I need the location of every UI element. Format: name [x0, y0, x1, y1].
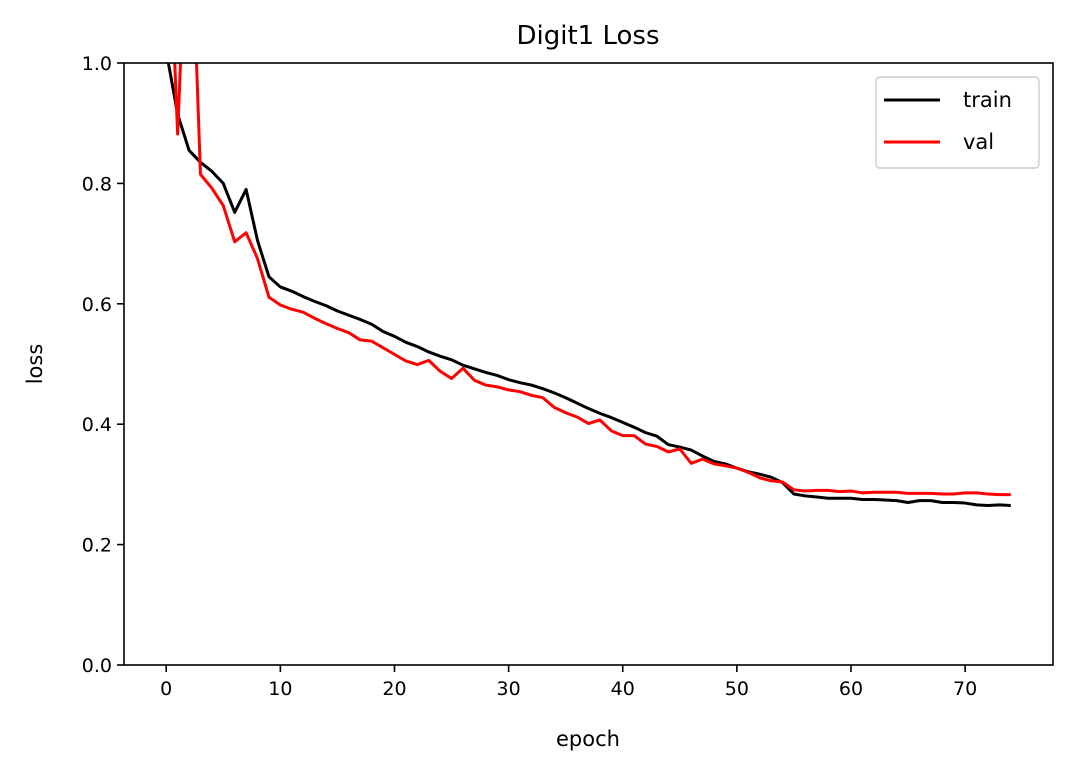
x-tick-label: 60	[839, 678, 863, 700]
y-tick-label: 1.0	[82, 53, 112, 75]
y-axis-label: loss	[23, 344, 47, 385]
y-tick-label: 0.2	[82, 535, 112, 557]
legend-label-val: val	[963, 130, 994, 154]
series-layer	[166, 63, 1011, 507]
legend-box	[875, 76, 1040, 169]
y-tick-label: 0.6	[82, 294, 112, 316]
x-tick-label: 40	[611, 678, 635, 700]
x-tick-label: 10	[268, 678, 292, 700]
x-tick-label: 70	[953, 678, 977, 700]
x-tick-label: 0	[160, 678, 172, 700]
series-line-train	[166, 63, 1011, 507]
y-tick-label: 0.4	[82, 414, 112, 436]
x-tick-label: 30	[497, 678, 521, 700]
x-axis-label: epoch	[556, 727, 620, 751]
legend: train val	[875, 76, 1040, 169]
y-tick-label: 0.0	[82, 655, 112, 677]
x-tick-label: 50	[725, 678, 749, 700]
x-tick-label: 20	[382, 678, 406, 700]
plot-frame	[123, 62, 1054, 666]
y-tick-label: 0.8	[82, 173, 112, 195]
legend-label-train: train	[963, 88, 1012, 112]
y-axis-ticks: 0.0 0.2 0.4 0.6 0.8 1.0	[82, 53, 124, 677]
series-line-val	[173, 63, 1011, 497]
x-axis-ticks: 0 10 20 30 40 50 60 70	[160, 665, 977, 700]
chart-title: Digit1 Loss	[517, 21, 660, 51]
